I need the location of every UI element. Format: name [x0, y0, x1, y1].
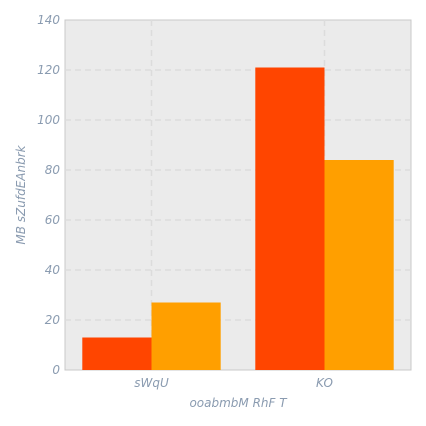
y-tick-label: 140: [37, 13, 60, 27]
y-tick-label: 80: [45, 163, 61, 177]
bar: [255, 67, 325, 370]
bar: [324, 160, 394, 370]
y-tick-label: 0: [52, 363, 60, 377]
x-axis-label: ooabmbM RhF T: [189, 396, 288, 410]
bars: [82, 67, 394, 370]
x-tick-label: KO: [316, 376, 333, 390]
bar: [82, 337, 152, 370]
y-axis-ticks: 0 20 40 60 80 100 120 140: [37, 13, 60, 377]
x-axis-ticks: sWqU KO: [134, 376, 333, 390]
y-tick-label: 60: [45, 213, 61, 227]
x-tick-label: sWqU: [134, 376, 169, 390]
y-tick-label: 100: [37, 113, 60, 127]
y-axis-label: MB sZufdEAnbrk: [14, 144, 28, 244]
y-tick-label: 40: [45, 263, 61, 277]
y-tick-label: 120: [37, 63, 60, 77]
bar: [151, 302, 221, 370]
y-tick-label: 20: [45, 313, 61, 327]
